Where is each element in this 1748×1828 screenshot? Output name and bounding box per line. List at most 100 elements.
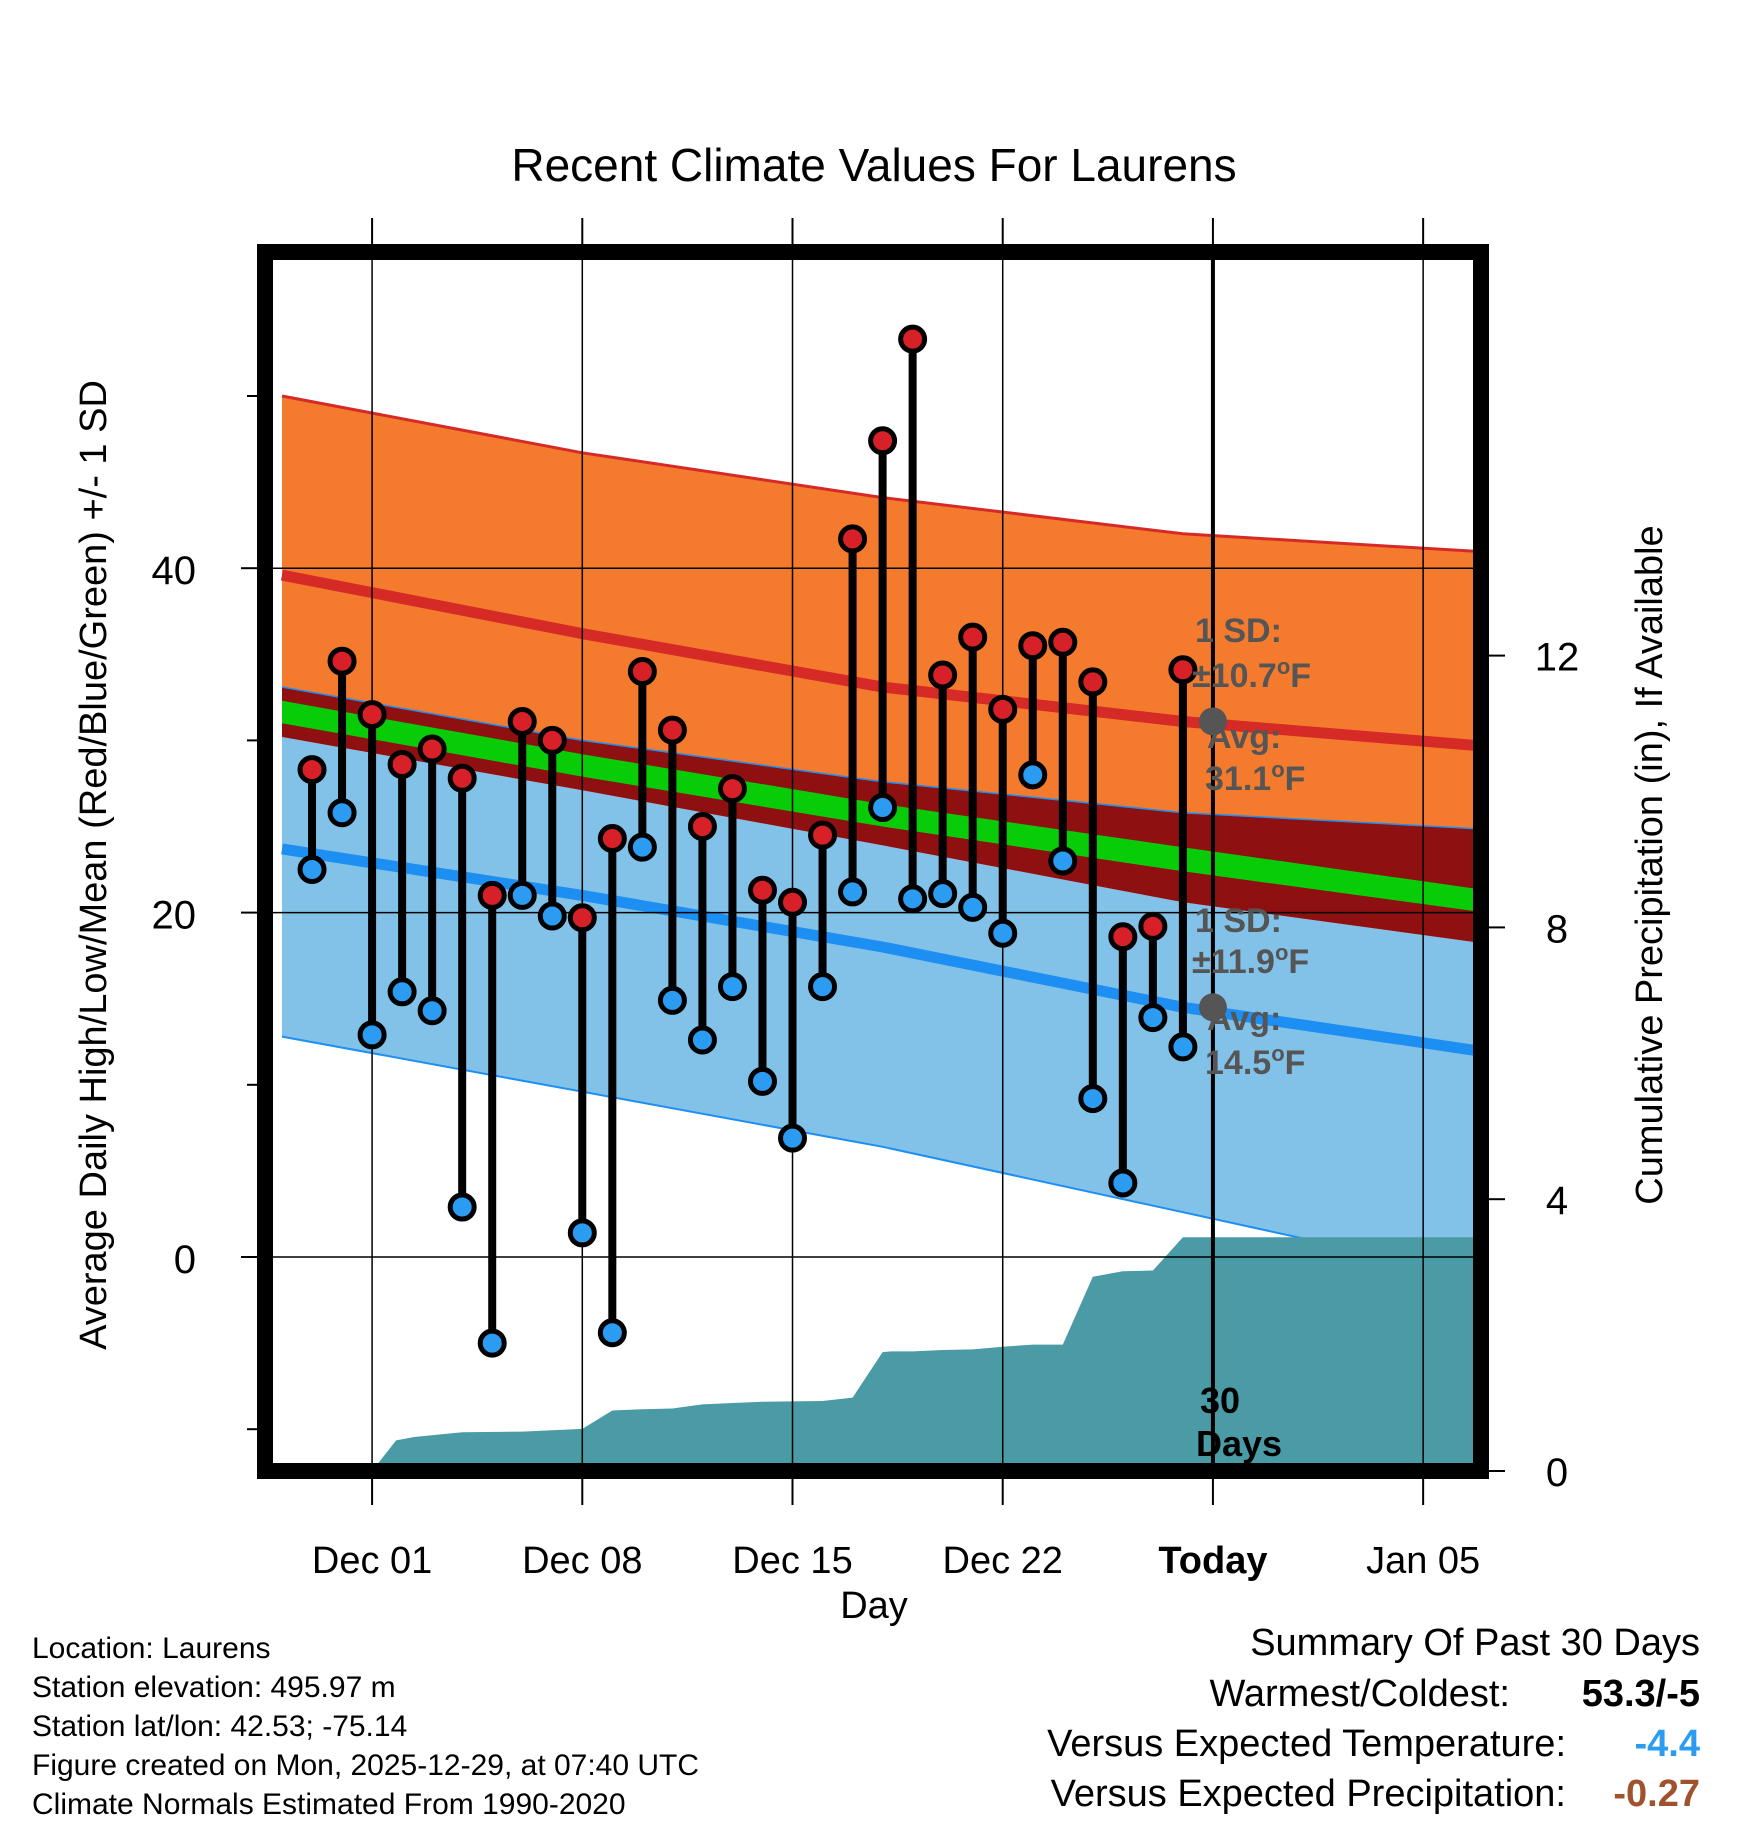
- high-point: [1168, 655, 1198, 685]
- high-avg-annotation-value: 31.1oF: [1205, 757, 1305, 798]
- low-point: [1048, 846, 1078, 876]
- low-point: [477, 1328, 507, 1358]
- high-point: [687, 812, 717, 841]
- y2-axis-label: Cumulative Precipitation (in), If Availa…: [1629, 525, 1671, 1204]
- x-tick-label: Dec 01: [312, 1540, 432, 1582]
- footer-latlon: Station lat/lon: 42.53; -75.14: [32, 1710, 408, 1743]
- low-point: [808, 972, 838, 1002]
- low-point: [1108, 1168, 1138, 1198]
- high-point: [507, 706, 537, 736]
- chart-title: Recent Climate Values For Laurens: [511, 139, 1236, 191]
- y2-tick-label: 12: [1535, 636, 1580, 680]
- high-point: [747, 875, 777, 905]
- low-point: [988, 918, 1018, 948]
- high-point: [657, 715, 687, 745]
- high-point: [297, 755, 327, 785]
- summary-title: Summary Of Past 30 Days: [1250, 1622, 1700, 1664]
- low-sd-lower-line: [281, 1035, 1481, 1279]
- high-point: [1048, 627, 1078, 657]
- low-avg-annotation-value: 14.5oF: [1205, 1041, 1305, 1082]
- low-sd-annotation-title: 1 SD:: [1195, 902, 1282, 940]
- low-point: [687, 1025, 717, 1055]
- low-point: [627, 832, 657, 862]
- high-point: [778, 887, 808, 917]
- high-point: [988, 694, 1018, 724]
- low-point: [597, 1318, 627, 1348]
- low-point: [928, 879, 958, 909]
- high-point: [327, 646, 357, 676]
- low-point: [567, 1218, 597, 1248]
- high-sd-annotation-title: 1 SD:: [1195, 612, 1282, 650]
- days-word-label: Days: [1196, 1423, 1282, 1464]
- low-point: [297, 855, 327, 885]
- low-point: [357, 1020, 387, 1050]
- footer-created: Figure created on Mon, 2025-12-29, at 07…: [32, 1749, 700, 1782]
- low-point: [868, 793, 898, 823]
- high-point: [928, 660, 958, 690]
- high-point: [1108, 922, 1138, 952]
- low-point: [1138, 1003, 1168, 1033]
- y-axis-label: Average Daily High/Low/Mean (Red/Blue/Gr…: [73, 380, 115, 1350]
- high-point: [597, 824, 627, 854]
- low-sd-annotation-value: ±11.9oF: [1192, 940, 1309, 981]
- summary-temp-label: Versus Expected Temperature:: [1047, 1723, 1566, 1765]
- high-point: [868, 426, 898, 456]
- high-point: [387, 750, 417, 780]
- high-point: [898, 324, 928, 354]
- low-point: [1018, 760, 1048, 790]
- footer-elevation: Station elevation: 495.97 m: [32, 1671, 396, 1704]
- footer-location: Location: Laurens: [32, 1632, 271, 1665]
- precip-area: [372, 1237, 1481, 1471]
- y2-tick-label: 4: [1546, 1179, 1568, 1223]
- summary-warmest-label: Warmest/Coldest:: [1209, 1673, 1510, 1715]
- low-point: [657, 985, 687, 1015]
- low-avg-line: [281, 843, 1481, 1057]
- y-tick-label: 40: [152, 549, 197, 593]
- low-point: [537, 901, 567, 931]
- summary-precip-value: -0.27: [1613, 1773, 1700, 1815]
- x-tick-label: Jan 05: [1366, 1540, 1480, 1582]
- high-point: [477, 880, 507, 910]
- high-avg-marker: [1198, 707, 1227, 736]
- y-tick-label: 0: [174, 1238, 196, 1282]
- y2-tick-label: 8: [1546, 907, 1568, 951]
- high-point: [537, 725, 567, 755]
- high-point: [447, 763, 477, 793]
- low-avg-annotation-title: Avg:: [1207, 1000, 1281, 1038]
- x-axis-label: Day: [840, 1585, 908, 1627]
- high-avg-annotation-title: Avg:: [1207, 718, 1281, 756]
- high-point: [958, 622, 988, 652]
- footer-normals: Climate Normals Estimated From 1990-2020: [32, 1788, 626, 1821]
- low-point: [327, 798, 357, 828]
- y2-tick-label: 0: [1546, 1451, 1568, 1495]
- days-number-label: 30: [1200, 1380, 1240, 1421]
- x-tick-label: Today: [1158, 1540, 1267, 1582]
- low-point: [747, 1066, 777, 1096]
- low-point: [717, 972, 747, 1002]
- high-point: [808, 820, 838, 850]
- plot-frame: [257, 244, 1489, 1479]
- low-point: [447, 1192, 477, 1222]
- summary-precip-label: Versus Expected Precipitation:: [1050, 1773, 1566, 1815]
- high-sd-annotation-value: ±10.7oF: [1192, 654, 1311, 695]
- high-point: [1078, 667, 1108, 697]
- high-point: [567, 903, 597, 933]
- high-point: [838, 524, 868, 554]
- low-point: [1078, 1084, 1108, 1114]
- x-tick-label: Dec 22: [943, 1540, 1063, 1582]
- high-point: [627, 657, 657, 687]
- low-point: [838, 877, 868, 907]
- low-point: [387, 977, 417, 1007]
- x-tick-label: Dec 08: [522, 1540, 642, 1582]
- low-point: [507, 880, 537, 910]
- high-point: [357, 700, 387, 730]
- high-point: [1018, 631, 1048, 661]
- low-point: [417, 996, 447, 1026]
- summary-temp-value: -4.4: [1634, 1723, 1700, 1765]
- low-point: [1168, 1032, 1198, 1062]
- low-avg-marker: [1198, 993, 1227, 1022]
- high-point: [717, 774, 747, 804]
- high-point: [1138, 911, 1168, 941]
